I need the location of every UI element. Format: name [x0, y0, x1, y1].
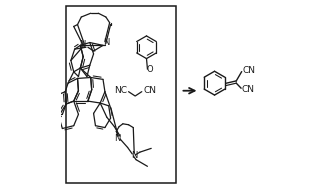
- Bar: [66, 6, 176, 183]
- Text: N: N: [79, 40, 86, 49]
- Text: N: N: [131, 151, 137, 160]
- Text: O: O: [147, 65, 153, 74]
- Text: N: N: [103, 38, 109, 47]
- Text: CN: CN: [242, 66, 255, 75]
- Text: NC: NC: [115, 86, 128, 95]
- Text: CN: CN: [242, 84, 255, 94]
- Text: N: N: [114, 134, 120, 143]
- Text: CN: CN: [144, 86, 157, 95]
